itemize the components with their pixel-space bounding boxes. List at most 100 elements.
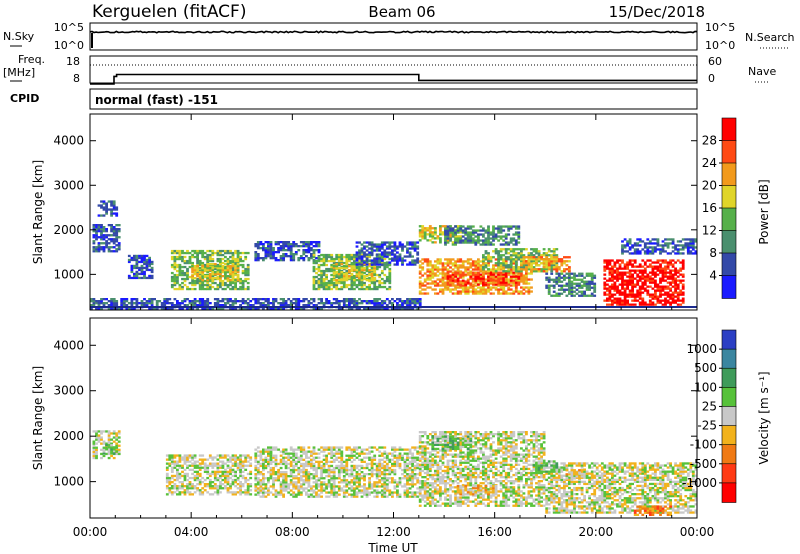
power-cell — [464, 292, 468, 295]
power-cell — [375, 243, 379, 246]
power-cell — [616, 279, 619, 282]
power-cell — [193, 277, 197, 280]
power-cell — [611, 295, 614, 298]
power-cell — [320, 259, 323, 263]
power-cell — [322, 283, 326, 287]
power-cell — [631, 303, 634, 306]
power-cell — [411, 308, 414, 311]
power-cell — [219, 253, 222, 257]
power-cell — [317, 241, 321, 244]
power-cell — [428, 274, 432, 277]
power-cell — [449, 281, 452, 284]
power-cell — [439, 239, 442, 242]
power-cell — [664, 275, 667, 278]
power-cell — [411, 247, 414, 250]
power-cell — [196, 255, 199, 259]
velocity-cell — [269, 473, 273, 476]
power-cell — [332, 273, 336, 276]
power-cell — [234, 279, 237, 282]
power-cell — [206, 275, 210, 278]
power-cell — [325, 257, 328, 261]
power-cell — [575, 278, 579, 281]
power-cell — [656, 259, 660, 262]
power-cell — [92, 304, 96, 307]
power-cell — [183, 300, 187, 303]
power-cell — [92, 240, 96, 243]
velocity-cell — [198, 478, 202, 482]
power-cell — [509, 227, 513, 230]
power-cell — [560, 270, 564, 273]
power-cell — [294, 251, 298, 254]
power-cell — [342, 304, 346, 307]
power-cell — [623, 271, 627, 274]
power-cell — [459, 225, 463, 228]
power-cell — [426, 233, 430, 236]
power-cell — [234, 273, 237, 277]
velocity-cell — [221, 454, 225, 457]
power-cell — [444, 284, 447, 287]
power-cell — [514, 275, 518, 278]
velocity-cell — [272, 477, 275, 480]
power-cell — [681, 285, 685, 288]
velocity-cell — [112, 432, 116, 435]
velocity-cell — [241, 466, 245, 469]
velocity-cell — [262, 462, 265, 466]
velocity-cell — [178, 474, 182, 478]
velocity-cell — [92, 452, 96, 456]
power-cell — [631, 293, 634, 296]
power-cell — [552, 280, 556, 283]
velocity-cell — [282, 458, 285, 461]
power-cell — [385, 247, 389, 250]
power-cell — [482, 235, 485, 238]
power-cell — [636, 291, 640, 294]
velocity-cell — [176, 476, 179, 480]
power-cell — [570, 272, 574, 275]
power-cell — [216, 269, 220, 272]
power-cell — [441, 276, 445, 279]
power-cell — [479, 279, 483, 282]
power-cell — [170, 249, 174, 253]
power-cell — [317, 287, 321, 291]
power-cell — [193, 281, 197, 285]
power-cell — [520, 274, 523, 277]
power-cell — [358, 287, 361, 291]
power-cell — [287, 298, 291, 301]
power-cell — [282, 259, 285, 262]
power-cell — [621, 299, 624, 302]
power-cell — [421, 231, 425, 234]
power-cell — [648, 285, 652, 288]
power-cell — [603, 291, 607, 294]
power-cell — [229, 308, 232, 311]
power-cell — [317, 249, 321, 252]
velocity-cell — [262, 448, 265, 451]
power-cell — [150, 268, 154, 272]
power-cell — [552, 248, 556, 251]
power-cell — [413, 241, 417, 244]
power-cell — [509, 225, 513, 228]
velocity-cell — [262, 483, 265, 486]
power-cell — [656, 285, 660, 288]
power-cell — [385, 277, 389, 281]
power-cell — [628, 248, 632, 251]
power-cell — [375, 261, 379, 264]
power-cell — [100, 234, 103, 237]
velocity-cell — [208, 474, 212, 478]
power-cell — [115, 228, 119, 231]
power-cell — [608, 297, 612, 300]
power-cell — [408, 308, 412, 311]
power-cell — [499, 231, 503, 234]
power-cell — [580, 280, 584, 283]
power-cell — [360, 279, 364, 282]
velocity-cell — [272, 481, 275, 484]
power-cell — [213, 273, 217, 276]
power-cell — [130, 298, 134, 301]
power-cell — [616, 275, 619, 278]
power-cell — [170, 283, 174, 287]
power-cell — [626, 281, 629, 284]
power-cell — [135, 274, 139, 278]
power-cell — [509, 262, 513, 265]
power-cell — [125, 308, 129, 311]
power-cell — [267, 308, 270, 311]
power-cell — [231, 304, 235, 307]
power-cell — [236, 267, 240, 270]
